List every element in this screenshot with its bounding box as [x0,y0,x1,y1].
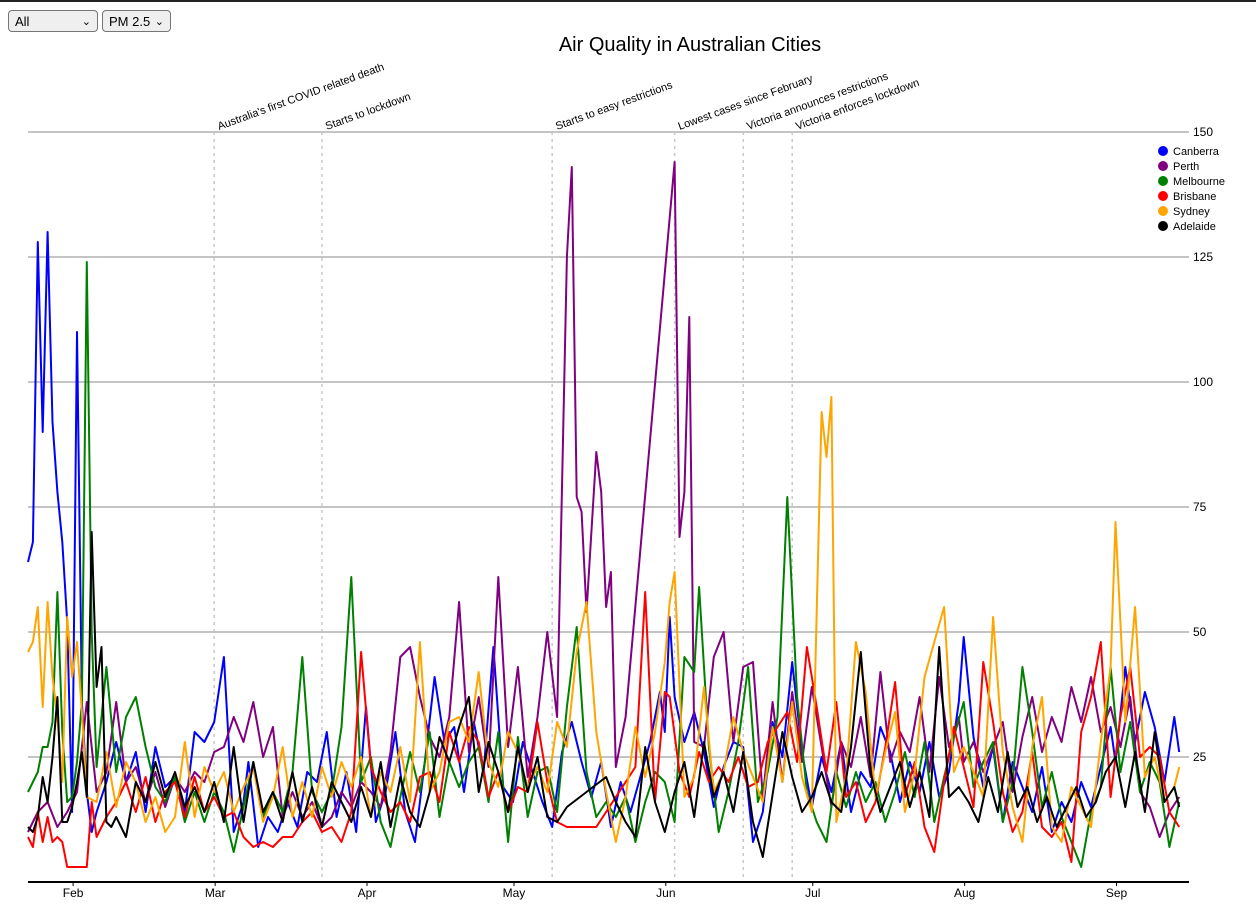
y-tick-label: 75 [1193,500,1207,514]
chevron-down-icon: ⌄ [154,15,164,28]
legend-label: Perth [1173,161,1199,173]
chart-title: Air Quality in Australian Cities [559,34,821,56]
legend-label: Brisbane [1173,191,1216,203]
legend-label: Sydney [1173,206,1210,218]
y-tick-label: 100 [1193,375,1213,389]
legend-label: Canberra [1173,146,1220,158]
x-tick-label: Feb [63,886,84,900]
legend-swatch [1158,161,1168,171]
event-label: Starts to lockdown [324,91,413,133]
gridlines: 25 50 75 100 125 150 [28,125,1213,764]
x-tick-label: Mar [205,886,226,900]
legend-swatch [1158,221,1168,231]
x-tick-label: Sep [1106,886,1128,900]
y-tick-label: 125 [1193,250,1213,264]
x-tick-label: May [503,886,526,900]
pollutant-select[interactable]: PM 2.5 ⌄ [102,10,171,32]
legend-swatch [1158,146,1168,156]
series-line-perth [27,161,1181,838]
x-tick-label: Apr [358,886,377,900]
city-select-value: All [15,13,30,29]
legend-label: Melbourne [1173,176,1225,188]
x-tick-label: Jun [656,886,675,900]
pollutant-select-value: PM 2.5 [109,13,151,29]
event-markers: Australia's first COVID related deathSta… [213,61,921,882]
series-lines [27,161,1181,868]
legend-swatch [1158,191,1168,201]
chevron-down-icon: ⌄ [81,15,91,28]
city-select[interactable]: All ⌄ [8,10,98,32]
legend-swatch [1158,206,1168,216]
y-tick-label: 150 [1193,125,1213,139]
series-line-sydney [27,396,1181,843]
x-tick-label: Aug [954,886,975,900]
legend[interactable]: Canberra Perth Melbourne Brisbane Sydney Adel… [1158,146,1225,233]
legend-label: Adelaide [1173,221,1216,233]
y-tick-label: 25 [1193,750,1207,764]
series-line-brisbane [27,591,1181,868]
y-tick-label: 50 [1193,625,1207,639]
x-axis-ticks: Feb Mar Apr May Jun Jul Aug Sep [63,882,1128,900]
x-tick-label: Jul [805,886,820,900]
legend-swatch [1158,176,1168,186]
event-label: Australia's first COVID related death [216,61,386,133]
top-border [0,0,1256,2]
series-line-adelaide [27,531,1181,858]
event-label: Starts to easy restrictions [554,79,675,133]
